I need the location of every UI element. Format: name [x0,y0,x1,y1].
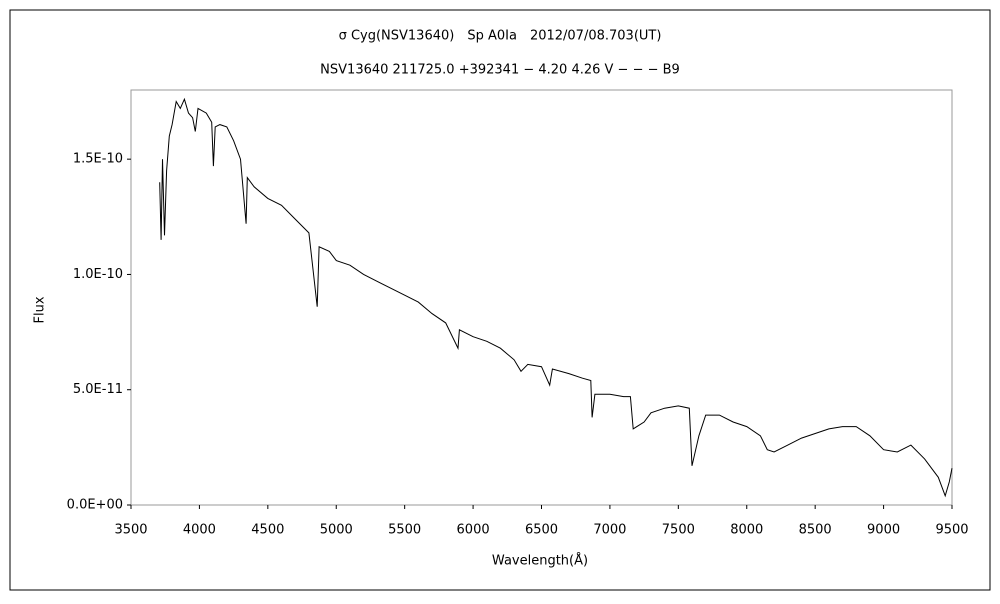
x-tick-label: 3500 [114,523,147,538]
y-tick-label: 5.0E-11 [73,382,123,397]
plot-area [130,89,953,506]
x-tick-label: 8000 [730,523,763,538]
x-tick-label: 6500 [525,523,558,538]
chart-subtitle: NSV13640 211725.0 +392341 − 4.20 4.26 V … [320,63,680,78]
chart-title: σ Cyg(NSV13640) Sp A0Ia 2012/07/08.703(U… [339,29,662,44]
x-tick-label: 8500 [799,523,832,538]
y-tick-label: 1.5E-10 [73,152,123,167]
x-tick-label: 5500 [388,523,421,538]
y-tick-label: 0.0E+00 [67,498,123,513]
y-axis-label: Flux [33,296,48,323]
x-tick-label: 6000 [457,523,490,538]
x-tick-label: 7000 [593,523,626,538]
spectrum-line [159,97,953,498]
x-tick-label: 5000 [320,523,353,538]
x-tick-label: 4500 [251,523,284,538]
x-axis-label: Wavelength(Å) [492,553,588,569]
x-tick-label: 9000 [867,523,900,538]
y-tick-label: 1.0E-10 [73,267,123,282]
x-tick-label: 7500 [662,523,695,538]
x-tick-label: 4000 [183,523,216,538]
x-tick-label: 9500 [935,523,968,538]
